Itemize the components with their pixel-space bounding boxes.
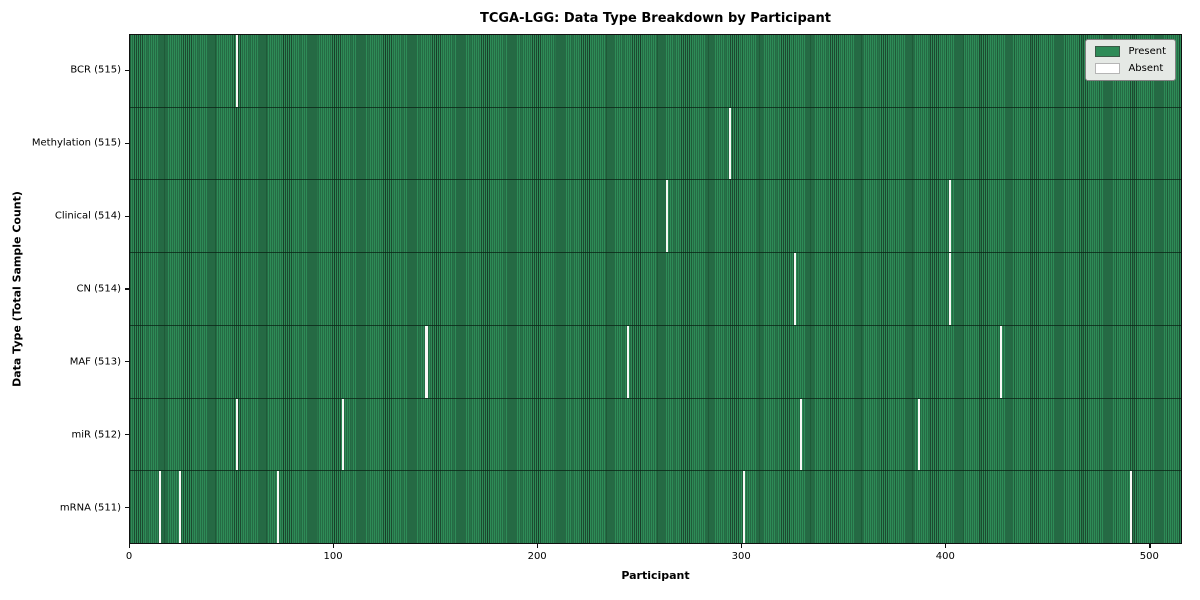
absent-marker — [665, 180, 668, 253]
y-tick-label: miR (512) — [71, 429, 121, 441]
y-tick-mark — [125, 142, 129, 144]
absent-marker — [794, 253, 797, 325]
chart-title: TCGA-LGG: Data Type Breakdown by Partici… — [479, 11, 832, 26]
heatmap-row — [130, 398, 1181, 472]
legend-item-present: Present — [1095, 46, 1166, 57]
x-tick-mark — [537, 544, 539, 548]
x-tick-label: 0 — [125, 551, 133, 562]
y-tick-mark — [125, 434, 129, 436]
absent-marker — [728, 107, 731, 180]
absent-marker — [178, 471, 182, 544]
legend-label-present: Present — [1128, 46, 1166, 57]
y-tick-mark — [125, 69, 129, 72]
x-tick-mark — [333, 544, 335, 548]
heatmap-row — [130, 253, 1181, 326]
x-tick-label: 100 — [323, 551, 343, 562]
y-tick-label: BCR (515) — [70, 64, 121, 76]
heatmap-rows — [130, 35, 1181, 544]
legend-item-absent: Absent — [1095, 63, 1166, 74]
y-tick-label: CN (514) — [76, 283, 121, 295]
absent-swatch-icon — [1095, 63, 1121, 74]
absent-marker — [235, 35, 239, 107]
y-axis-label: Data Type (Total Sample Count) — [10, 191, 24, 387]
absent-marker — [1130, 471, 1133, 544]
absent-marker — [800, 398, 803, 471]
y-tick-mark — [125, 215, 129, 217]
y-tick-mark — [125, 506, 129, 509]
y-tick-mark — [125, 288, 129, 290]
legend-label-absent: Absent — [1128, 63, 1164, 74]
y-tick-label: mRNA (511) — [59, 502, 121, 514]
x-tick-label: 300 — [731, 551, 751, 562]
x-tick-label: 500 — [1139, 551, 1159, 562]
x-tick-mark — [1149, 544, 1151, 548]
absent-marker — [626, 325, 630, 398]
y-tick-label: Methylation (515) — [31, 137, 121, 149]
heatmap-row — [130, 35, 1181, 108]
plot-area: Present Absent — [129, 34, 1182, 544]
x-tick-label: 200 — [527, 551, 547, 562]
legend: Present Absent — [1085, 39, 1176, 81]
absent-marker — [276, 471, 279, 544]
heatmap-row — [130, 471, 1181, 544]
x-tick-label: 400 — [935, 551, 955, 562]
x-tick-mark — [741, 544, 743, 548]
absent-marker — [918, 398, 921, 471]
absent-marker — [158, 471, 161, 544]
x-tick-mark — [129, 544, 131, 548]
heatmap-row — [130, 325, 1181, 399]
x-axis-label: Participant — [621, 569, 690, 582]
present-swatch-icon — [1095, 46, 1121, 57]
absent-marker — [743, 471, 746, 544]
x-tick-mark — [945, 544, 947, 548]
y-tick-label: Clinical (514) — [54, 210, 121, 222]
absent-marker — [999, 325, 1002, 398]
absent-marker — [235, 398, 239, 471]
absent-marker — [948, 253, 951, 325]
absent-marker — [948, 180, 951, 253]
y-tick-label: MAF (513) — [69, 356, 121, 368]
absent-marker — [425, 325, 428, 398]
absent-marker — [341, 398, 345, 471]
heatmap-row — [130, 180, 1181, 254]
heatmap-row — [130, 107, 1181, 181]
y-tick-mark — [125, 361, 129, 363]
